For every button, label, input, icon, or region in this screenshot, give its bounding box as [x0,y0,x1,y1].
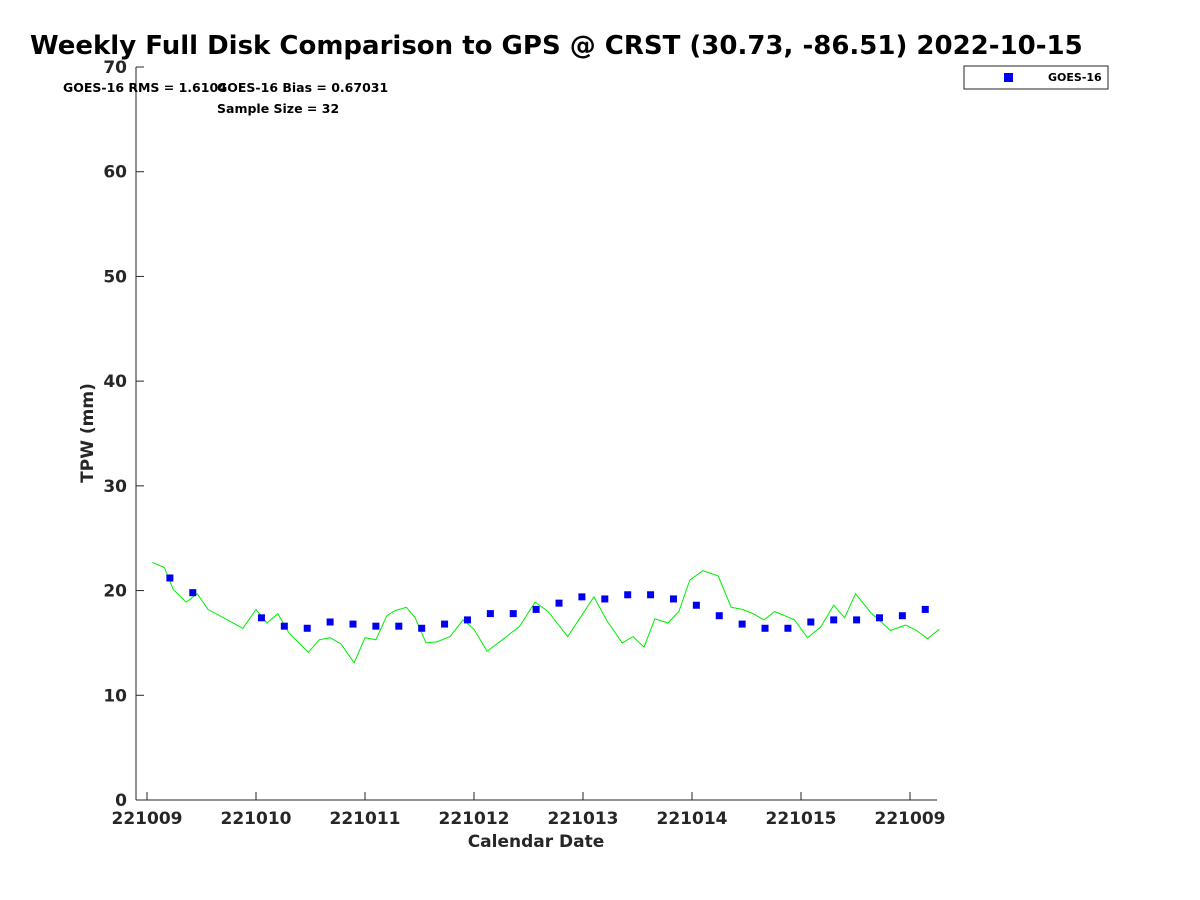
x-tick-label: 221015 [766,809,837,829]
goes16-point [784,624,792,632]
goes16-point [807,618,815,626]
rms-annotation: GOES-16 RMS = 1.6104 [63,80,227,95]
y-tick-label: 60 [103,163,127,183]
goes16-point [738,620,746,628]
legend-box [963,65,1109,90]
legend-marker-goes16 [1004,73,1013,82]
goes16-point [669,595,677,603]
x-tick-label: 221014 [657,809,728,829]
y-axis-label: TPW (mm) [78,383,98,483]
goes16-point [624,591,632,599]
x-tick-label: 221010 [221,809,292,829]
goes16-point [578,593,586,601]
goes16-point [463,616,471,624]
goes16-point [189,589,197,597]
x-tick-label: 221009 [875,809,946,829]
y-tick-label: 0 [115,791,127,811]
goes16-point [166,574,174,582]
goes16-point [418,624,426,632]
goes16-point [486,610,494,618]
goes16-point [692,601,700,609]
goes16-markers [166,574,929,632]
legend: GOES-16 [963,65,1109,90]
bias-annotation: GOES-16 Bias = 0.67031 [217,80,388,95]
x-axis-label: Calendar Date [468,832,605,852]
goes16-point [830,616,838,624]
goes16-point [532,605,540,613]
goes16-point [349,620,357,628]
goes16-point [601,595,609,603]
y-tick-label: 70 [103,58,127,78]
x-tick-label: 221013 [548,809,619,829]
goes16-point [715,612,723,620]
goes16-point [326,618,334,626]
goes16-point [257,614,265,622]
x-tick-label: 221009 [112,809,183,829]
goes16-point [921,605,929,613]
sample-size-annotation: Sample Size = 32 [217,101,339,116]
goes16-point [898,612,906,620]
gps-series-line [152,561,940,664]
y-tick-label: 10 [103,686,127,706]
y-ticks: 0 10 20 30 40 50 60 70 [103,58,144,811]
goes16-point [280,622,288,630]
x-axis: 221009 221010 221011 221012 221013 221014 2210… [112,792,946,829]
y-tick-label: 50 [103,267,127,287]
goes16-point [875,614,883,622]
y-tick-label: 20 [103,582,127,602]
y-axis: 0 10 20 30 40 50 60 70 [103,58,144,811]
goes16-point [647,591,655,599]
x-tick-label: 221011 [330,809,401,829]
goes16-point [441,620,449,628]
x-ticks: 221009 221010 221011 221012 221013 221014 2210… [112,792,946,829]
plot-area [152,561,940,664]
legend-label-goes16: GOES-16 [1048,71,1102,84]
goes16-point [761,624,769,632]
y-tick-label: 40 [103,372,127,392]
goes16-point [853,616,861,624]
chart-title: Weekly Full Disk Comparison to GPS @ CRS… [30,31,1083,61]
goes16-point [555,599,563,607]
x-tick-label: 221012 [439,809,510,829]
goes16-point [509,610,517,618]
goes16-point [303,624,311,632]
y-tick-label: 30 [103,477,127,497]
goes16-point [395,622,403,630]
goes16-point [372,622,380,630]
